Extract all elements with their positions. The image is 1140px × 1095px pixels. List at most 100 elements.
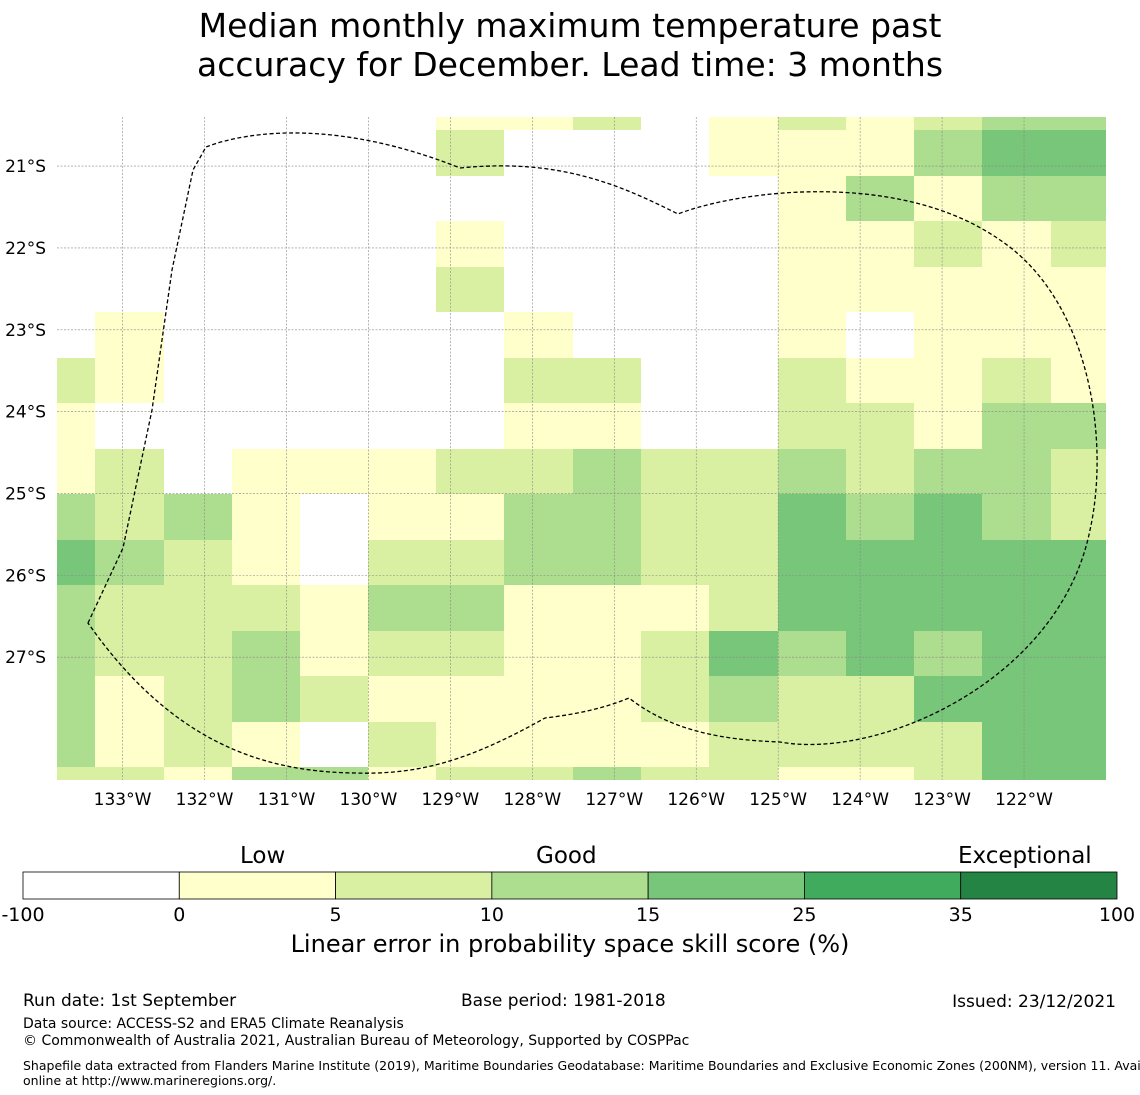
skill-cell	[641, 631, 709, 676]
skill-cell	[232, 585, 300, 631]
colorbar-segment	[960, 871, 1118, 900]
skill-cell	[573, 449, 641, 494]
latitude-tick-label: 22°S	[5, 239, 46, 259]
skill-cell	[846, 358, 914, 403]
colorbar-tick-label: 25	[792, 904, 816, 926]
longitude-tick-label: 130°W	[340, 790, 398, 810]
skill-cell	[436, 117, 504, 130]
skill-cell	[778, 494, 846, 540]
skill-cell	[1051, 312, 1106, 358]
skill-cell	[1051, 267, 1106, 312]
skill-cell	[914, 117, 982, 130]
skill-cell	[436, 676, 504, 722]
skill-cell	[778, 631, 846, 676]
skill-cell	[1051, 585, 1106, 631]
skill-cell	[95, 312, 164, 358]
skill-cell	[368, 722, 436, 767]
skill-cell	[709, 767, 778, 780]
skill-cell	[914, 449, 982, 494]
skill-cell	[436, 494, 504, 540]
skill-cell	[641, 449, 709, 494]
skill-cell	[778, 117, 846, 130]
skill-cell	[982, 312, 1051, 358]
colorbar-segment	[647, 871, 805, 900]
legend-category-exceptional: Exceptional	[958, 843, 1092, 869]
skill-cell	[641, 722, 709, 767]
latitude-tick-label: 23°S	[5, 321, 46, 341]
skill-cell	[573, 358, 641, 403]
longitude-tick-label: 125°W	[749, 790, 807, 810]
skill-cell	[95, 540, 164, 585]
skill-cell	[778, 449, 846, 494]
skill-cell	[232, 676, 300, 722]
shapefile-credit-line-1: Shapefile data extracted from Flanders M…	[23, 1058, 1140, 1073]
skill-cell	[95, 767, 164, 780]
skill-cell	[504, 631, 573, 676]
skill-cell	[709, 130, 778, 176]
colorbar-segment	[804, 871, 962, 900]
skill-cell	[846, 117, 914, 130]
skill-cell	[1051, 722, 1106, 767]
skill-cell	[1051, 117, 1106, 130]
skill-cell	[982, 403, 1051, 449]
skill-cell	[232, 631, 300, 676]
skill-cell	[368, 494, 436, 540]
issued-date: Issued: 23/12/2021	[952, 992, 1116, 1012]
skill-cell	[914, 494, 982, 540]
skill-cell	[846, 585, 914, 631]
skill-cell	[573, 631, 641, 676]
skill-cell	[504, 767, 573, 780]
skill-cell	[232, 722, 300, 767]
skill-cells	[57, 117, 1106, 780]
skill-cell	[1051, 631, 1106, 676]
skill-cell	[846, 267, 914, 312]
skill-cell	[1051, 130, 1106, 176]
colorbar-tick-label: 15	[636, 904, 660, 926]
skill-cell	[982, 631, 1051, 676]
colorbar-tick-label: 10	[480, 904, 504, 926]
skill-cell	[57, 767, 95, 780]
skill-cell	[914, 403, 982, 449]
skill-cell	[709, 494, 778, 540]
longitude-tick-label: 129°W	[421, 790, 479, 810]
skill-cell	[164, 540, 232, 585]
skill-cell	[300, 676, 368, 722]
colorbar-tick-label: 0	[173, 904, 185, 926]
skill-cell	[232, 449, 300, 494]
eez-outline	[87, 132, 1098, 774]
skill-cell	[778, 312, 846, 358]
colorbar-segment	[22, 871, 180, 900]
skill-cell	[504, 358, 573, 403]
skill-cell	[914, 585, 982, 631]
skill-cell	[300, 585, 368, 631]
skill-cell	[436, 449, 504, 494]
skill-cell	[982, 449, 1051, 494]
skill-cell	[300, 631, 368, 676]
skill-cell	[641, 676, 709, 722]
skill-cell	[504, 722, 573, 767]
skill-cell	[982, 722, 1051, 767]
skill-cell	[846, 176, 914, 221]
skill-cell	[368, 631, 436, 676]
skill-cell	[1051, 540, 1106, 585]
latitude-tick-label: 27°S	[5, 648, 46, 668]
skill-cell	[504, 676, 573, 722]
skill-cell	[982, 540, 1051, 585]
colorbar-tick-label: 5	[330, 904, 342, 926]
skill-cell	[436, 631, 504, 676]
skill-cell	[914, 358, 982, 403]
skill-cell	[914, 221, 982, 267]
colorbar-segment	[178, 871, 336, 900]
legend-category-low: Low	[240, 843, 286, 869]
longitude-tick-label: 126°W	[667, 790, 725, 810]
skill-cell	[95, 722, 164, 767]
skill-cell	[709, 585, 778, 631]
skill-cell	[846, 403, 914, 449]
longitude-tick-label: 124°W	[831, 790, 889, 810]
skill-cell	[846, 130, 914, 176]
skill-cell	[573, 676, 641, 722]
skill-cell	[573, 494, 641, 540]
skill-cell	[641, 767, 709, 780]
skill-cell	[164, 722, 232, 767]
skill-cell	[368, 540, 436, 585]
